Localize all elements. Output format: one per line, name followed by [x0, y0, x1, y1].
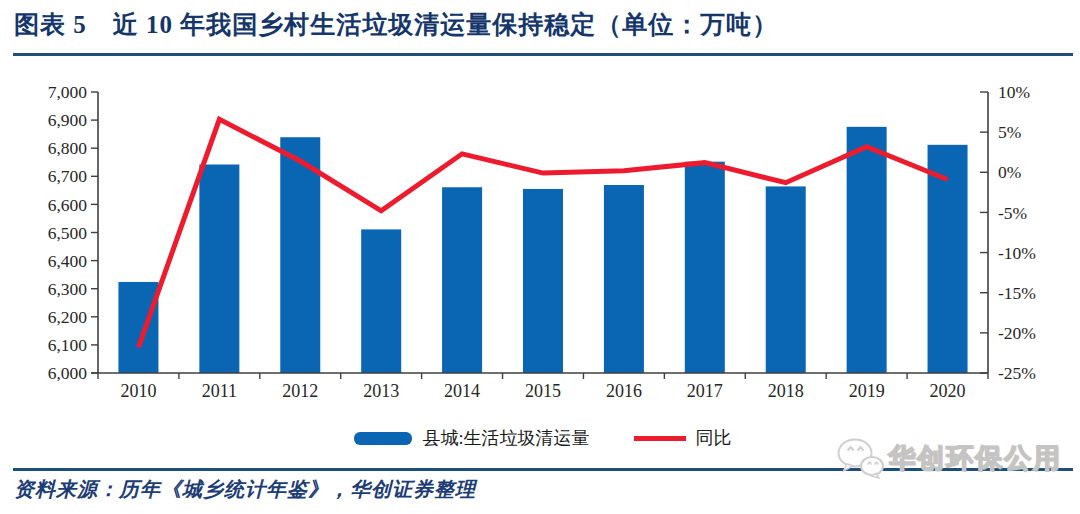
x-axis-label: 2014 — [444, 381, 480, 401]
left-axis-label: 6,200 — [48, 307, 88, 327]
x-axis-label: 2017 — [687, 381, 723, 401]
left-axis-label: 6,000 — [48, 363, 88, 383]
bar-2016 — [604, 185, 644, 373]
right-axis-label: -15% — [998, 283, 1036, 303]
x-axis-label: 2010 — [120, 381, 156, 401]
right-axis-label: -25% — [998, 363, 1036, 383]
left-axis-label: 6,800 — [48, 138, 88, 158]
line-series-label: 同比 — [696, 426, 732, 450]
wechat-icon — [836, 437, 884, 479]
bar-2011 — [199, 164, 239, 373]
bar-2018 — [766, 186, 806, 373]
right-axis-label: 10% — [998, 82, 1030, 102]
left-axis-label: 6,600 — [48, 195, 88, 215]
watermark-text: 华创环保公用 — [888, 440, 1062, 476]
brand-watermark: 华创环保公用 — [836, 437, 1062, 479]
right-axis-label: -20% — [998, 323, 1036, 343]
bar-series-label: 县城:生活垃圾清运量 — [422, 426, 589, 450]
bar-2017 — [685, 162, 725, 373]
x-axis-label: 2011 — [202, 381, 237, 401]
bar-2019 — [847, 127, 887, 373]
left-axis-label: 6,700 — [48, 166, 88, 186]
left-axis-label: 6,300 — [48, 279, 88, 299]
bar-2010 — [118, 282, 158, 373]
right-axis-label: -5% — [998, 203, 1027, 223]
right-axis-label: 0% — [998, 162, 1021, 182]
left-axis-label: 6,500 — [48, 223, 88, 243]
x-axis-label: 2020 — [930, 381, 966, 401]
bar-2012 — [280, 137, 320, 373]
bar-2014 — [442, 187, 482, 373]
line-series-swatch — [634, 436, 686, 441]
x-axis-label: 2013 — [363, 381, 399, 401]
legend-item-bar-series: 县城:生活垃圾清运量 — [354, 426, 589, 450]
bar-series-swatch — [354, 432, 412, 445]
x-axis-label: 2019 — [849, 381, 885, 401]
right-axis-label: 5% — [998, 122, 1021, 142]
x-axis-label: 2012 — [282, 381, 318, 401]
x-axis-label: 2015 — [525, 381, 561, 401]
source-note: 资料来源：历年《城乡统计年鉴》，华创证券整理 — [14, 476, 476, 503]
legend-item-line-series: 同比 — [634, 426, 732, 450]
right-axis-label: -10% — [998, 243, 1036, 263]
x-axis-label: 2018 — [768, 381, 804, 401]
bar-2013 — [361, 229, 401, 373]
bar-2015 — [523, 189, 563, 373]
left-axis-label: 6,900 — [48, 110, 88, 130]
left-axis-label: 7,000 — [48, 82, 88, 102]
x-axis-label: 2016 — [606, 381, 642, 401]
left-axis-label: 6,100 — [48, 335, 88, 355]
left-axis-label: 6,400 — [48, 251, 88, 271]
